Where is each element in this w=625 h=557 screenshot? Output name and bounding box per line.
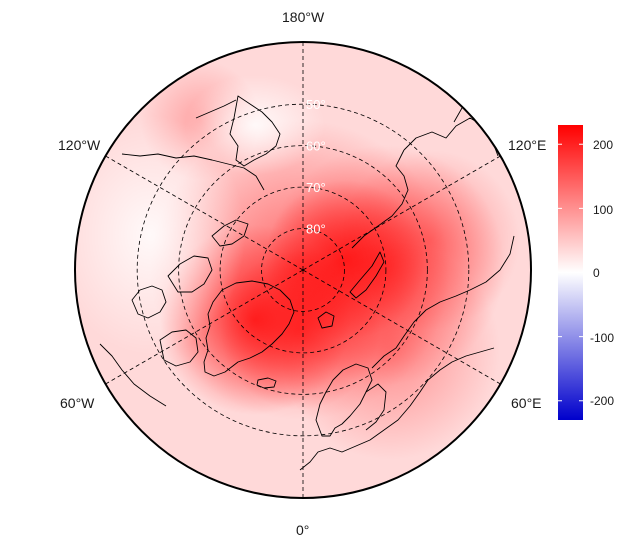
colorbar-label-100: 100: [593, 203, 614, 217]
colorbar-label-neg200: -200: [590, 394, 615, 408]
latitude-labels: 50° 60° 70° 80°: [306, 97, 326, 236]
lon-label-60e: 60°E: [511, 395, 542, 411]
coast-aleutians: [195, 99, 237, 119]
colorbar: [558, 125, 583, 420]
lat-ring-70: [219, 186, 387, 354]
lat-ring-60: [178, 145, 428, 395]
colorbar-ramp: [558, 125, 583, 420]
colorbar-label-0: 0: [593, 266, 600, 280]
graticule: [103, 40, 503, 500]
coast-iceland: [256, 377, 277, 389]
lat-label-50: 50°: [306, 97, 326, 112]
coastlines: [99, 79, 515, 471]
coast-alaska: [229, 95, 281, 167]
meridian-240: [103, 154, 304, 271]
coast-finland: [365, 383, 387, 431]
lon-label-120w: 120°W: [58, 137, 101, 153]
lon-label-60w: 60°W: [60, 395, 95, 411]
field-blob: [280, 240, 500, 460]
lon-label-180w: 180°W: [282, 9, 325, 25]
coast-russia-arctic: [371, 235, 515, 369]
colorbar-ticks: [558, 143, 583, 402]
meridian-120: [302, 154, 503, 271]
lon-label-0: 0°: [296, 522, 310, 538]
coast-svalbard: [317, 311, 335, 329]
coast-siberia-north: [351, 149, 409, 249]
field-low-region: [185, 75, 325, 175]
coast-north-america-east: [99, 343, 167, 407]
coast-labrador: [159, 329, 199, 367]
lat-label-80: 80°: [306, 222, 326, 237]
lat-label-60: 60°: [306, 139, 326, 154]
meridian-60: [302, 269, 503, 386]
coast-greenland: [203, 280, 295, 377]
lat-ring-80: [261, 228, 345, 312]
coast-canada-archipelago: [211, 219, 249, 247]
coast-canada-north: [121, 153, 265, 191]
lat-label-70: 70°: [306, 180, 326, 195]
coast-europe: [299, 347, 495, 471]
colorbar-label-200: 200: [593, 138, 614, 152]
lat-ring-50: [136, 103, 470, 437]
coast-novaya-zemlya: [349, 251, 385, 299]
coast-scandinavia: [315, 363, 373, 437]
meridian-300: [103, 269, 304, 386]
field-low-region: [75, 115, 245, 355]
coast-baffin: [167, 255, 213, 293]
lon-label-120e: 120°E: [508, 137, 547, 153]
map-border: [74, 41, 532, 499]
coast-hudson-bay: [131, 285, 167, 319]
colorbar-label-neg100: -100: [590, 331, 615, 345]
